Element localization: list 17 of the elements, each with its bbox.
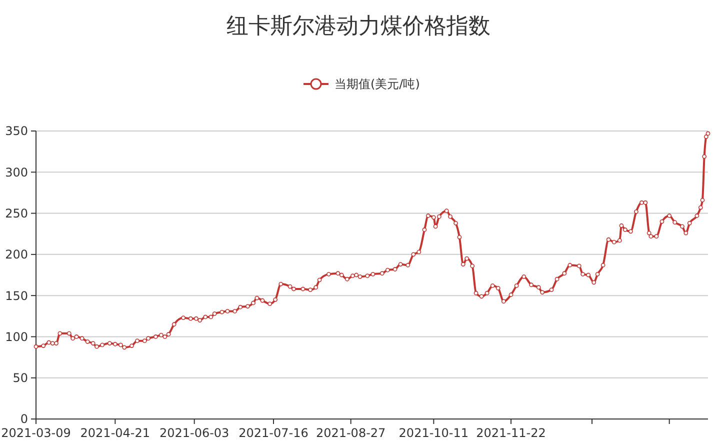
x-tick-label: 2021-06-03 — [159, 426, 230, 440]
x-tick-label: 2021-08-27 — [316, 426, 386, 440]
legend-label: 当期值(美元/吨) — [334, 77, 420, 92]
y-tick-label: 250 — [5, 206, 28, 220]
y-tick-label: 0 — [20, 412, 28, 426]
x-tick-label: 2021-03-09 — [1, 426, 71, 440]
y-tick-label: 350 — [5, 124, 28, 138]
y-tick-label: 50 — [12, 371, 28, 386]
y-tick-label: 150 — [5, 288, 28, 303]
x-tick-label: 2021-10-11 — [398, 426, 469, 440]
x-tick-label: 2021-11-22 — [476, 426, 546, 440]
y-tick-label: 200 — [5, 248, 28, 262]
y-tick-label: 300 — [5, 165, 28, 180]
x-tick-label: 2021-07-16 — [238, 426, 308, 440]
y-tick-label: 100 — [5, 330, 28, 344]
chart-title: 纽卡斯尔港动力煤价格指数 — [226, 14, 490, 39]
x-tick-label: 2021-04-21 — [80, 426, 150, 440]
